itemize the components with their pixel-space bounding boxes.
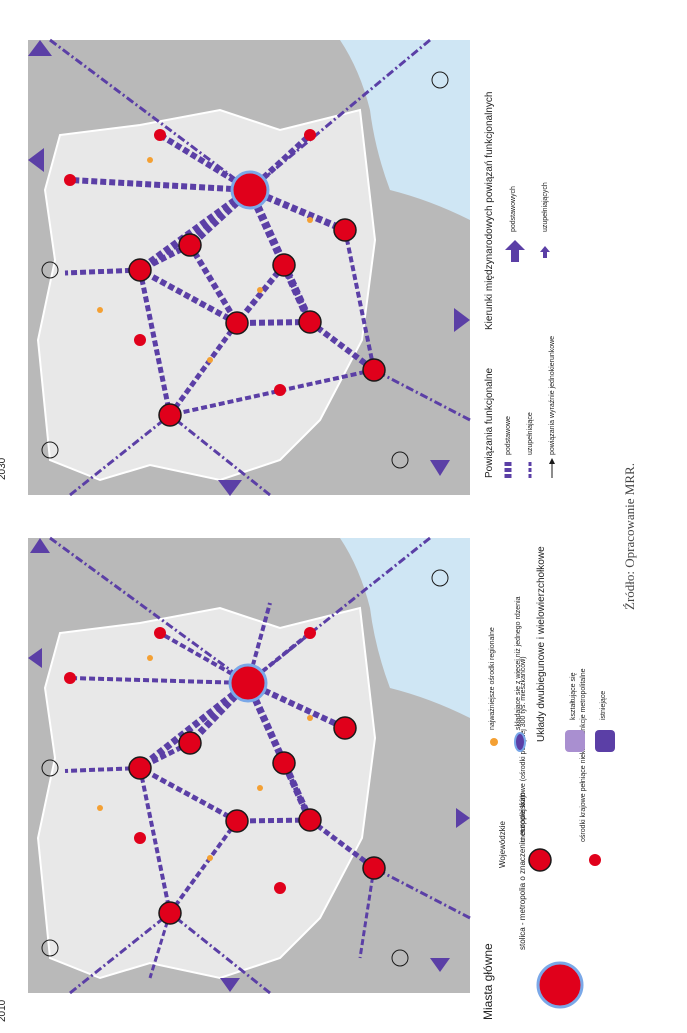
legend-directions-title: Kierunki międzynarodowych powiązań funkc…	[484, 92, 495, 330]
legend-national-centres: ośrodki krajowe pełniące niektóre funkcj…	[580, 668, 587, 842]
legend-regional: najważniejsze ośrodki regionalne	[489, 627, 496, 730]
legend-links-supplementary: uzupełniające	[527, 412, 534, 455]
sea	[340, 40, 470, 220]
basic-direction-arrow-icon	[505, 240, 525, 262]
legend-links-title: Powiązania funkcjonalne	[484, 367, 495, 478]
legend-forming: kształtujące się	[570, 672, 577, 720]
source-note: Źródło: Opracowanie MRR.	[622, 463, 637, 610]
legend-directions-supplementary: uzupełniających	[542, 182, 549, 232]
sea	[340, 538, 470, 718]
regional-centre-symbol	[490, 738, 498, 746]
national-centre-symbol	[589, 854, 601, 866]
one-way-arrow-icon	[549, 458, 555, 464]
legend-capital: stolica - metropolia o znaczeniu europej…	[518, 792, 527, 950]
supplementary-direction-arrow-icon	[540, 246, 550, 258]
legend-links: Powiązania funkcjonalne podstawowe uzupe…	[484, 336, 556, 478]
legend-directions: Kierunki międzynarodowych powiązań funkc…	[484, 92, 550, 330]
year-left: 2010	[0, 999, 8, 1022]
existing-symbol	[595, 730, 615, 752]
legend-links-basic: podstawowe	[505, 416, 512, 455]
legend-main: Miasta główne stolica - metropolia o zna…	[481, 546, 615, 1020]
legend-bipolar-title: Układy dwubiegunowe i wielowierzchołkowe	[536, 546, 547, 742]
multi-core-symbol	[514, 732, 526, 752]
legend-directions-basic: podstawowych	[510, 186, 517, 232]
legend-existing: istniejące	[600, 691, 607, 720]
map-2030	[28, 38, 471, 497]
national-metropolis-symbol	[528, 848, 552, 872]
legend-links-oneway: powiązania wyraźnie jednokierunkowe	[549, 336, 556, 455]
year-right: 2030	[0, 457, 8, 480]
capital-symbol	[536, 961, 584, 1009]
legend-voivodeship: Wojewódzkie	[498, 820, 507, 868]
forming-symbol	[565, 730, 585, 752]
map-2010	[28, 536, 471, 995]
legend-multi: składające się z więcej niż jednego rdze…	[515, 596, 522, 730]
legend-main-title: Miasta główne	[481, 943, 495, 1020]
